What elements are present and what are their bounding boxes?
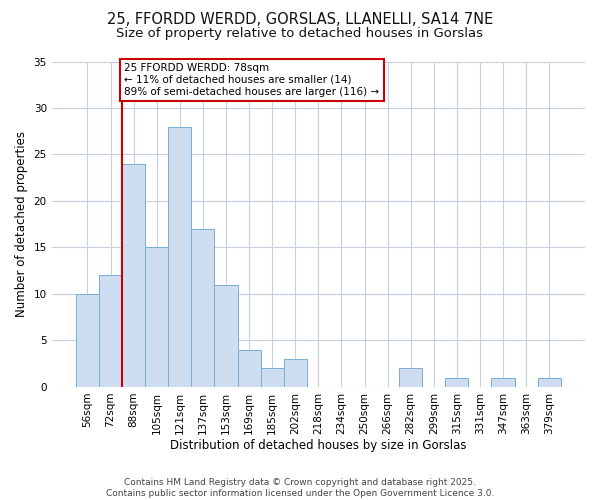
Y-axis label: Number of detached properties: Number of detached properties: [15, 131, 28, 317]
Text: 25, FFORDD WERDD, GORSLAS, LLANELLI, SA14 7NE: 25, FFORDD WERDD, GORSLAS, LLANELLI, SA1…: [107, 12, 493, 28]
Bar: [538, 378, 561, 387]
X-axis label: Distribution of detached houses by size in Gorslas: Distribution of detached houses by size …: [170, 440, 467, 452]
Text: Contains HM Land Registry data © Crown copyright and database right 2025.
Contai: Contains HM Land Registry data © Crown c…: [106, 478, 494, 498]
Bar: [491, 378, 515, 387]
Bar: [76, 294, 99, 387]
Bar: [260, 368, 284, 387]
Bar: [145, 248, 168, 387]
Bar: [168, 126, 191, 387]
Bar: [445, 378, 469, 387]
Bar: [122, 164, 145, 387]
Bar: [191, 229, 214, 387]
Bar: [99, 276, 122, 387]
Text: Size of property relative to detached houses in Gorslas: Size of property relative to detached ho…: [116, 28, 484, 40]
Bar: [284, 359, 307, 387]
Bar: [214, 284, 238, 387]
Bar: [238, 350, 260, 387]
Bar: [399, 368, 422, 387]
Text: 25 FFORDD WERDD: 78sqm
← 11% of detached houses are smaller (14)
89% of semi-det: 25 FFORDD WERDD: 78sqm ← 11% of detached…: [124, 64, 380, 96]
